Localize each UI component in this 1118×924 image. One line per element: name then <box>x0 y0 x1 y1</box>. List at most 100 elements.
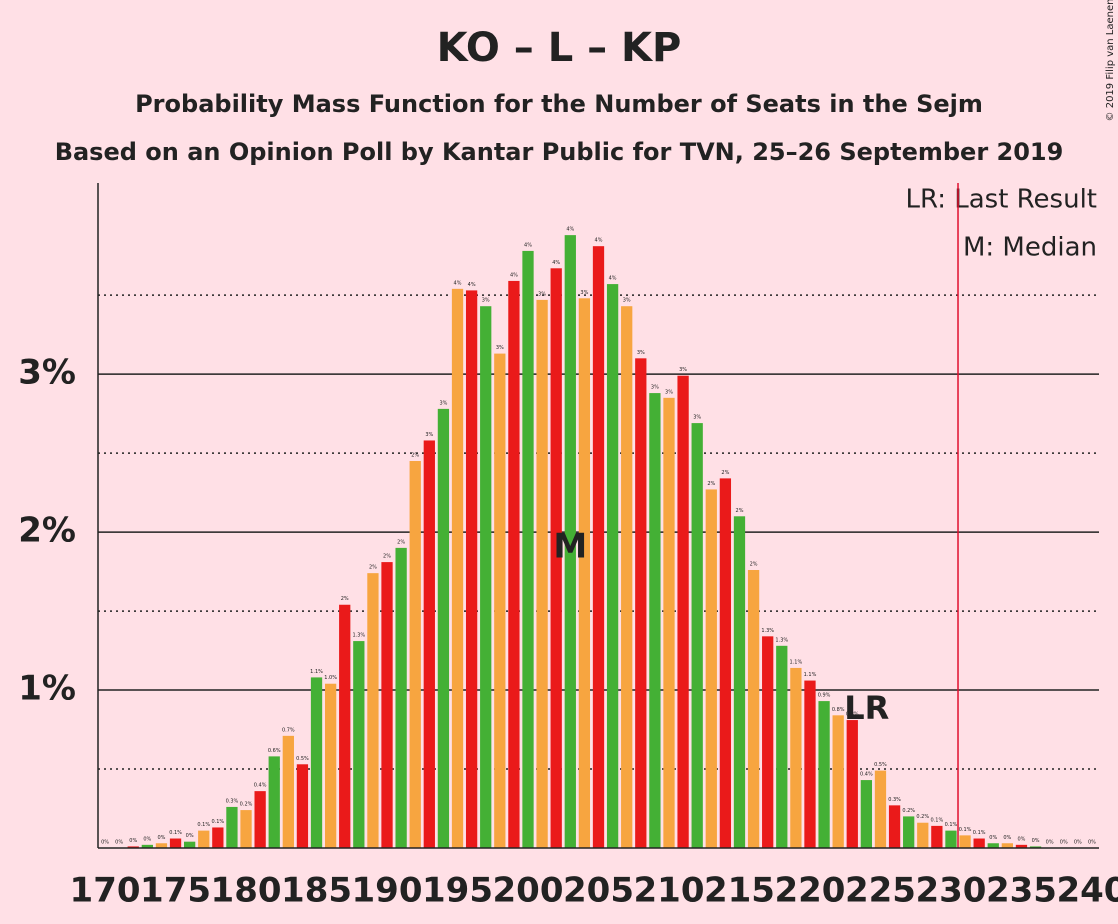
bar <box>621 306 633 848</box>
value-label: 4% <box>595 238 603 244</box>
x-tick-label: 210 <box>634 871 705 911</box>
value-label: 0.1% <box>945 822 958 828</box>
x-tick-label: 190 <box>352 871 423 911</box>
x-tick-label: 185 <box>281 871 352 911</box>
value-label: 3% <box>693 415 701 421</box>
value-label: 0.3% <box>888 797 901 803</box>
value-label: 0.3% <box>226 798 239 804</box>
value-label: 3% <box>637 350 645 356</box>
value-label: 1.3% <box>775 637 788 643</box>
bar <box>522 250 534 848</box>
bar <box>395 547 407 848</box>
bar <box>804 680 816 848</box>
x-tick-label: 195 <box>422 871 493 911</box>
value-label: 1.0% <box>324 675 337 681</box>
value-label: 0% <box>1074 840 1082 846</box>
bar <box>310 677 323 848</box>
value-label: 2% <box>707 481 715 487</box>
bar <box>719 478 732 848</box>
value-label: 2% <box>411 453 419 459</box>
value-label: 0% <box>129 838 137 844</box>
bar <box>536 299 548 848</box>
bar <box>564 235 576 849</box>
value-label: 4% <box>468 282 476 288</box>
bar <box>198 830 210 848</box>
bar <box>409 461 421 848</box>
bar <box>691 423 703 848</box>
bar <box>903 816 915 848</box>
value-label: 1.1% <box>310 669 323 675</box>
bar <box>339 604 351 848</box>
bar <box>465 290 478 849</box>
value-label: 0.2% <box>240 802 253 808</box>
bar <box>1015 844 1028 848</box>
bar <box>169 838 182 848</box>
value-label: 3% <box>679 367 687 373</box>
bar <box>818 701 830 848</box>
bar <box>832 715 844 848</box>
bar <box>635 358 647 848</box>
bar <box>212 827 224 848</box>
value-label: 1.1% <box>790 659 803 665</box>
bar <box>494 353 506 848</box>
value-label: 0% <box>1046 840 1054 846</box>
x-tick-label: 180 <box>211 871 282 911</box>
bar <box>888 805 901 848</box>
chart-subtitle: Based on an Opinion Poll by Kantar Publi… <box>55 138 1064 166</box>
bar <box>127 846 139 848</box>
bar <box>367 573 379 848</box>
value-label: 0.1% <box>959 827 972 833</box>
x-tick-label: 235 <box>986 871 1057 911</box>
value-label: 4% <box>454 280 462 286</box>
value-label: 0% <box>989 835 997 841</box>
bar <box>155 843 168 848</box>
bar <box>480 306 492 848</box>
value-label: 3% <box>538 291 546 297</box>
bar <box>508 280 520 849</box>
value-label: 0.1% <box>169 830 182 836</box>
value-label: 0.7% <box>282 727 295 733</box>
bar <box>184 841 196 848</box>
bar <box>268 756 280 848</box>
x-tick-label: 225 <box>845 871 916 911</box>
value-label: 0% <box>1017 836 1025 842</box>
value-label: 3% <box>651 385 659 391</box>
bar <box>606 284 619 848</box>
bar <box>240 810 252 848</box>
value-label: 1.3% <box>352 633 365 639</box>
value-label: 0% <box>1060 840 1068 846</box>
value-label: 0% <box>1032 838 1040 844</box>
value-label: 3% <box>496 345 504 351</box>
value-label: 3% <box>425 432 433 438</box>
bar <box>931 825 943 848</box>
legend-entry: LR: Last Result <box>905 185 1097 215</box>
bar <box>578 298 591 848</box>
value-label: 0.1% <box>197 822 210 828</box>
x-tick-label: 240 <box>1056 871 1118 911</box>
bar <box>423 440 435 848</box>
value-label: 0% <box>143 836 151 842</box>
annotation: M <box>553 526 587 566</box>
value-label: 3% <box>665 389 673 395</box>
x-tick-label: 175 <box>140 871 211 911</box>
bar <box>959 835 971 848</box>
bar <box>747 569 760 848</box>
bar <box>381 562 393 848</box>
value-label: 0% <box>157 835 165 841</box>
value-label: 2% <box>341 596 349 602</box>
value-label: 0.9% <box>818 693 831 699</box>
bar <box>353 641 365 848</box>
copyright: © 2019 Filip van Laenen <box>1105 0 1116 121</box>
value-label: 2% <box>383 554 391 560</box>
bar <box>874 770 887 848</box>
bar <box>762 636 774 848</box>
bar <box>1001 843 1013 848</box>
value-label: 0% <box>186 833 194 839</box>
bar <box>663 397 675 848</box>
value-label: 3% <box>580 290 588 296</box>
bar <box>296 764 309 848</box>
bar <box>226 806 238 848</box>
bar <box>945 830 957 848</box>
value-label: 0.2% <box>916 814 929 820</box>
